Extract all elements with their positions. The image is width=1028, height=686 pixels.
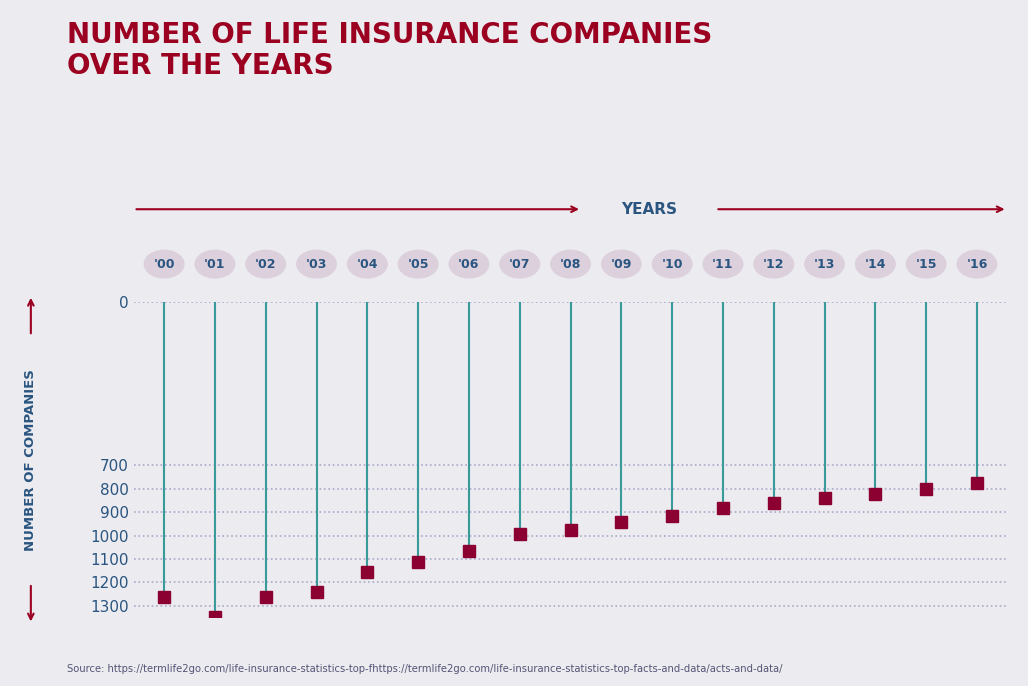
Text: '05: '05 [407, 258, 429, 270]
Text: Source: https://termlife2go.com/life-insurance-statistics-top-fhttps://termlife2: Source: https://termlife2go.com/life-ins… [67, 663, 782, 674]
Text: '12: '12 [763, 258, 784, 270]
Text: '10: '10 [661, 258, 683, 270]
Text: NUMBER OF COMPANIES: NUMBER OF COMPANIES [25, 368, 37, 551]
Text: '03: '03 [306, 258, 327, 270]
Text: '16: '16 [966, 258, 988, 270]
Text: '11: '11 [712, 258, 734, 270]
Text: '08: '08 [560, 258, 581, 270]
Text: '01: '01 [205, 258, 226, 270]
Text: '13: '13 [814, 258, 835, 270]
Text: '00: '00 [153, 258, 175, 270]
Text: NUMBER OF LIFE INSURANCE COMPANIES
OVER THE YEARS: NUMBER OF LIFE INSURANCE COMPANIES OVER … [67, 21, 712, 80]
Text: '09: '09 [611, 258, 632, 270]
Text: '02: '02 [255, 258, 277, 270]
Text: '07: '07 [509, 258, 530, 270]
Text: '14: '14 [865, 258, 886, 270]
Text: '06: '06 [458, 258, 480, 270]
Text: '04: '04 [357, 258, 378, 270]
Text: '15: '15 [915, 258, 937, 270]
Text: YEARS: YEARS [621, 202, 676, 217]
